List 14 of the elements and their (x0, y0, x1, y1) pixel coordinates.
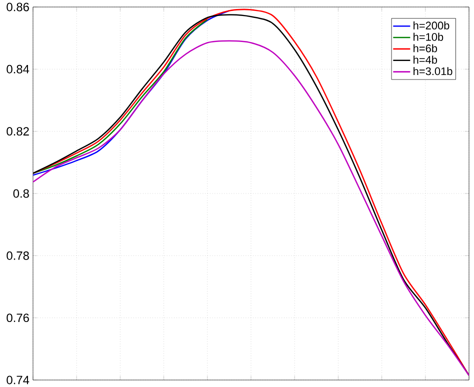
legend-label: h=3.01b (414, 67, 452, 76)
y-tick-label: 0.74 (6, 376, 30, 384)
line-series (33, 10, 230, 176)
y-tick-label: 0.82 (6, 127, 29, 136)
y-tick-label: 0.76 (6, 314, 29, 322)
y-tick-label: 0.86 (6, 2, 29, 12)
legend-label: h=6b (414, 44, 438, 52)
legend-label: h=200b (414, 21, 450, 30)
line-series (33, 18, 208, 174)
y-tick-label: 0.78 (6, 251, 29, 260)
y-tick-label: 0.8 (13, 189, 29, 198)
y-tick-label: 0.84 (6, 64, 30, 74)
legend-label: h=4b (414, 56, 438, 64)
legend-label: h=10b (414, 32, 444, 41)
